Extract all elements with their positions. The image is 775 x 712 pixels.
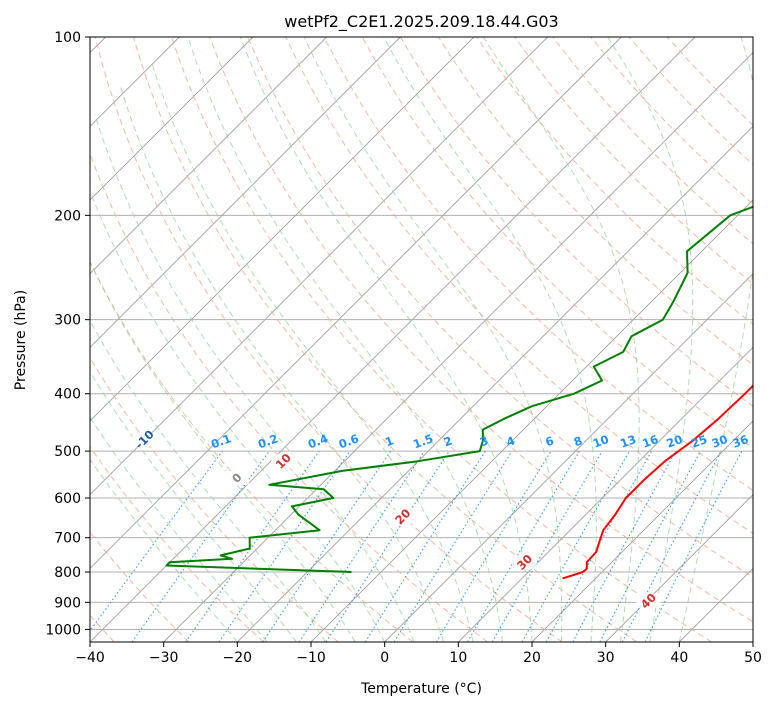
mixing-ratio-label: 0.4 xyxy=(306,431,330,451)
isotherm-line xyxy=(0,37,327,642)
mixing-ratio-label: 25 xyxy=(689,432,709,451)
moist-adiabat-line xyxy=(95,114,414,642)
mixing-ratio-label: 3 xyxy=(478,433,490,449)
isotherm-line xyxy=(753,37,775,642)
mixing-ratio-line xyxy=(546,451,651,642)
x-tick-label: −10 xyxy=(296,650,326,666)
isotherm-line xyxy=(311,37,775,642)
isotherm-line xyxy=(237,37,775,642)
mixing-ratio-line xyxy=(573,451,676,642)
x-tick-label: −30 xyxy=(149,650,179,666)
dry-adiabat-line xyxy=(57,37,488,642)
isotherm-line xyxy=(0,37,400,642)
dry-adiabat-label: 20 xyxy=(392,506,413,527)
x-axis-label: Temperature (°C) xyxy=(360,681,482,697)
dry-adiabat-line xyxy=(0,37,263,642)
dry-adiabat-line xyxy=(95,37,562,642)
mixing-ratio-label: 6 xyxy=(543,433,555,449)
mixing-ratio-line xyxy=(600,451,701,642)
x-tick-label: −20 xyxy=(223,650,253,666)
y-tick-label: 500 xyxy=(54,444,81,460)
y-tick-label: 900 xyxy=(54,595,81,611)
isotherm-line xyxy=(164,37,769,642)
isotherm-line xyxy=(16,37,621,642)
x-tick-label: −40 xyxy=(75,650,105,666)
dry-adiabat-line xyxy=(0,37,338,642)
mixing-ratio-line xyxy=(326,451,449,642)
dry-adiabat-line xyxy=(438,37,775,642)
y-axis-label: Pressure (hPa) xyxy=(13,290,29,390)
dry-adiabat-line xyxy=(515,37,775,642)
x-tick-label: 30 xyxy=(597,650,615,666)
isotherm-line xyxy=(0,37,253,642)
moist-adiabat-line xyxy=(608,37,693,642)
mixing-ratio-label: 36 xyxy=(731,432,751,451)
moist-adiabat-line xyxy=(0,234,237,642)
x-tick-label: 0 xyxy=(380,650,389,666)
moist-adiabat-line xyxy=(0,215,267,642)
x-tick-label: 50 xyxy=(744,650,762,666)
chart-title: wetPf2_C2E1.2025.209.18.44.G03 xyxy=(284,12,558,32)
moist-adiabat-line xyxy=(483,37,639,642)
mixing-ratio-line xyxy=(522,451,629,642)
y-tick-label: 700 xyxy=(54,531,81,547)
dewpoint-trace xyxy=(167,37,775,572)
mixing-ratio-label: 10 xyxy=(591,432,611,451)
y-tick-label: 800 xyxy=(54,565,81,581)
mixing-ratio-label: 1 xyxy=(383,433,395,449)
isotherm-line xyxy=(0,37,548,642)
y-tick-label: 200 xyxy=(54,208,81,224)
isotherm-line xyxy=(385,37,775,642)
moist-adiabat-line xyxy=(304,37,561,642)
mixing-ratio-label: 0.1 xyxy=(209,431,233,451)
mixing-ratio-line xyxy=(82,451,223,642)
y-tick-label: 600 xyxy=(54,491,81,507)
mixing-ratio-line xyxy=(468,451,580,642)
y-tick-label: 400 xyxy=(54,387,81,403)
x-tick-label: 40 xyxy=(670,650,688,666)
mixing-ratio-line xyxy=(365,451,485,642)
moist-adiabat-line xyxy=(240,37,532,642)
dry-adiabat-line xyxy=(667,37,775,642)
mixing-ratio-label: 16 xyxy=(640,432,660,451)
y-tick-label: 100 xyxy=(54,30,81,46)
x-tick-label: 10 xyxy=(449,650,467,666)
mixing-ratio-label: 13 xyxy=(618,432,638,451)
dry-adiabat-line xyxy=(591,37,775,642)
mixing-ratio-label: 2 xyxy=(442,433,454,449)
isotherm-line xyxy=(90,37,695,642)
y-tick-label: 300 xyxy=(54,313,81,329)
plot-area xyxy=(0,37,775,642)
isotherm-line xyxy=(679,37,775,642)
x-tick-label: 20 xyxy=(523,650,541,666)
mixing-ratio-label: 8 xyxy=(572,433,584,449)
plot-frame xyxy=(90,37,753,642)
isotherm-line xyxy=(458,37,775,642)
dry-adiabat-line xyxy=(133,37,637,642)
dry-adiabat-line xyxy=(19,37,413,642)
dry-adiabat-line xyxy=(553,37,775,642)
mixing-ratio-line xyxy=(263,451,391,642)
mixing-ratio-line xyxy=(299,451,424,642)
y-tick-label: 1000 xyxy=(45,622,81,638)
